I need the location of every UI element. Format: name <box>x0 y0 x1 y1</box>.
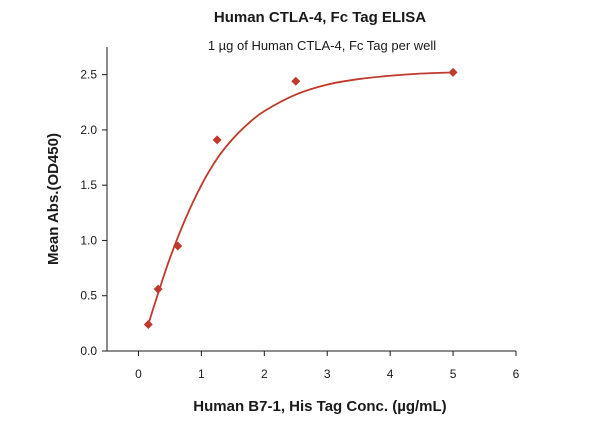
x-tick-label: 2 <box>261 367 268 381</box>
x-tick-label: 6 <box>513 367 520 381</box>
data-point-diamond <box>291 76 301 86</box>
x-axis-label: Human B7-1, His Tag Conc. (µg/mL) <box>193 398 446 415</box>
data-point-diamond <box>153 284 163 294</box>
y-tick-label: 0.5 <box>80 289 97 303</box>
x-ticks: 0 1 2 3 4 5 6 <box>135 351 520 381</box>
y-tick-label: 1.5 <box>80 178 97 192</box>
y-tick-label: 0.0 <box>80 344 97 358</box>
y-ticks: 0.0 0.5 1.0 1.5 2.0 2.5 <box>80 68 107 358</box>
y-axis-label: Mean Abs.(OD450) <box>45 133 62 265</box>
x-tick-label: 1 <box>198 367 205 381</box>
x-tick-label: 5 <box>450 367 457 381</box>
data-point-diamond <box>143 319 153 329</box>
data-point-diamond <box>173 241 183 251</box>
chart-title: Human CTLA-4, Fc Tag ELISA <box>214 9 426 26</box>
axes <box>106 47 516 352</box>
x-tick-label: 3 <box>324 367 331 381</box>
data-point-diamond <box>448 67 458 77</box>
y-tick-label: 2.5 <box>80 68 97 82</box>
data-points <box>143 67 458 329</box>
chart-subtitle: 1 µg of Human CTLA-4, Fc Tag per well <box>208 38 436 53</box>
y-tick-label: 2.0 <box>80 123 97 137</box>
data-point-diamond <box>212 135 222 145</box>
y-tick-label: 1.0 <box>80 233 97 247</box>
x-tick-label: 0 <box>135 367 142 381</box>
fit-curve <box>147 71 454 325</box>
x-tick-label: 4 <box>387 367 394 381</box>
